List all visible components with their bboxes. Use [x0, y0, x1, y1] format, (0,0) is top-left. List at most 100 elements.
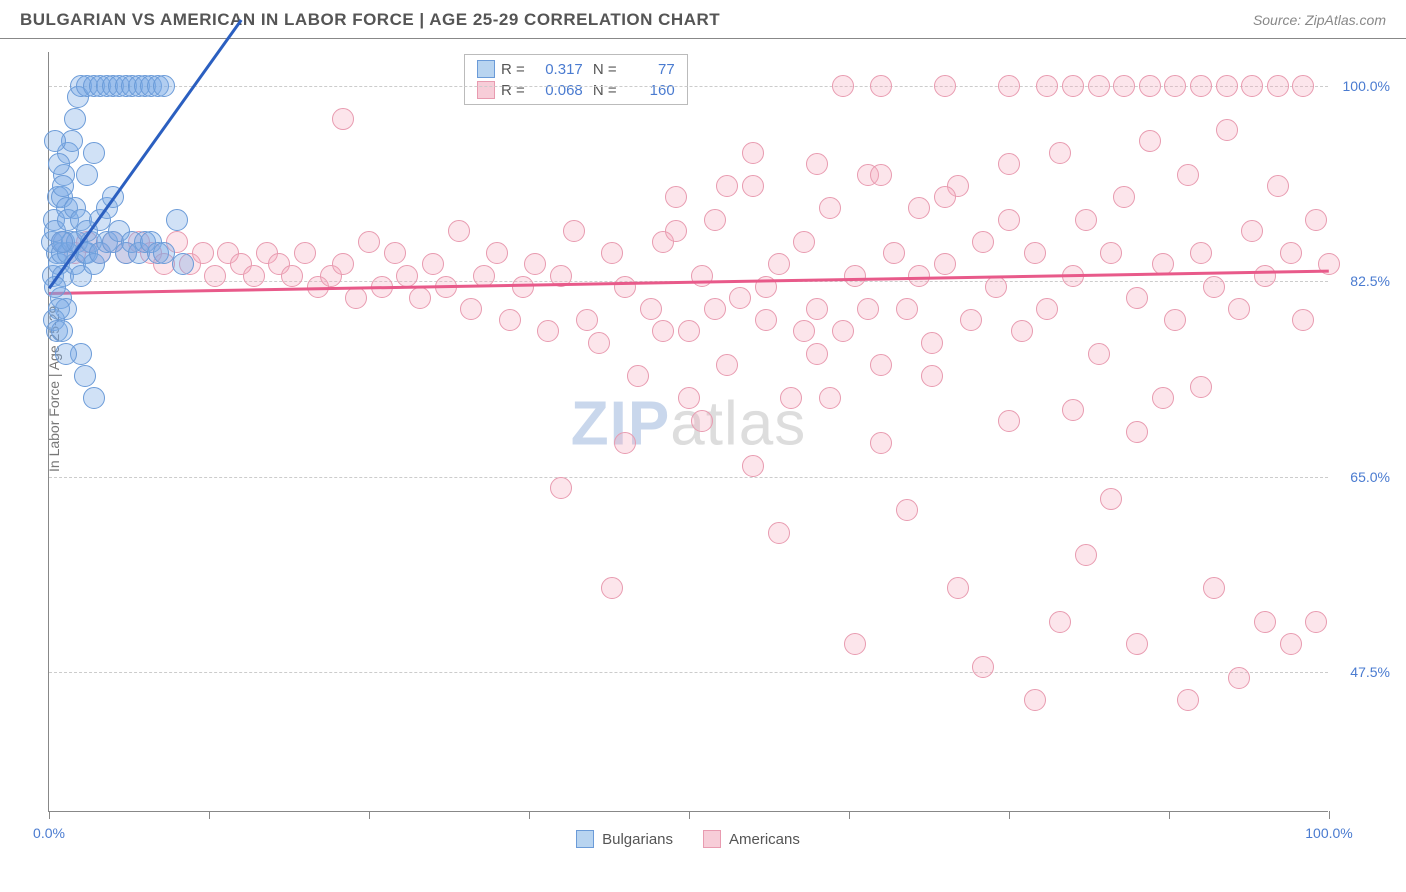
gridline [49, 86, 1328, 87]
swatch-americans [477, 81, 495, 99]
correlation-legend: R = 0.317 N = 77 R = 0.068 N = 160 [464, 54, 688, 105]
marker-americans [998, 75, 1020, 97]
marker-bulgarians [55, 343, 77, 365]
marker-americans [1100, 242, 1122, 264]
marker-americans [1254, 265, 1276, 287]
chart-source: Source: ZipAtlas.com [1253, 12, 1386, 28]
marker-americans [332, 253, 354, 275]
x-tick [369, 811, 370, 819]
marker-americans [486, 242, 508, 264]
marker-bulgarians [51, 320, 73, 342]
marker-americans [1088, 75, 1110, 97]
marker-americans [1024, 689, 1046, 711]
marker-americans [921, 332, 943, 354]
marker-americans [870, 354, 892, 376]
legend-row-americans: R = 0.068 N = 160 [477, 81, 675, 99]
marker-americans [1228, 667, 1250, 689]
marker-americans [614, 276, 636, 298]
chart-title: BULGARIAN VS AMERICAN IN LABOR FORCE | A… [20, 10, 720, 30]
marker-americans [1139, 75, 1161, 97]
marker-americans [665, 186, 687, 208]
marker-americans [998, 209, 1020, 231]
marker-americans [806, 153, 828, 175]
marker-americans [1113, 75, 1135, 97]
marker-bulgarians [64, 108, 86, 130]
marker-americans [793, 320, 815, 342]
marker-americans [896, 499, 918, 521]
marker-americans [512, 276, 534, 298]
marker-americans [691, 410, 713, 432]
marker-bulgarians [44, 130, 66, 152]
y-tick-label: 82.5% [1350, 273, 1390, 289]
marker-americans [768, 522, 790, 544]
marker-bulgarians [172, 253, 194, 275]
x-tick [849, 811, 850, 819]
marker-americans [793, 231, 815, 253]
marker-americans [742, 455, 764, 477]
marker-americans [1139, 130, 1161, 152]
marker-bulgarians [166, 209, 188, 231]
marker-americans [665, 220, 687, 242]
marker-americans [524, 253, 546, 275]
marker-bulgarians [83, 387, 105, 409]
marker-americans [1292, 75, 1314, 97]
marker-americans [844, 633, 866, 655]
marker-americans [985, 276, 1007, 298]
marker-americans [1280, 633, 1302, 655]
marker-americans [614, 432, 636, 454]
swatch-bulgarians-icon [576, 830, 594, 848]
x-tick [49, 811, 50, 819]
marker-bulgarians [76, 164, 98, 186]
marker-americans [1126, 421, 1148, 443]
marker-americans [1075, 544, 1097, 566]
marker-americans [1241, 220, 1263, 242]
series-legend: Bulgarians Americans [48, 830, 1328, 848]
marker-americans [204, 265, 226, 287]
marker-americans [601, 242, 623, 264]
marker-americans [499, 309, 521, 331]
marker-americans [960, 309, 982, 331]
marker-bulgarians [74, 365, 96, 387]
marker-americans [806, 343, 828, 365]
marker-americans [384, 242, 406, 264]
marker-bulgarians [48, 298, 70, 320]
marker-americans [1113, 186, 1135, 208]
marker-americans [358, 231, 380, 253]
x-tick [689, 811, 690, 819]
marker-americans [1152, 387, 1174, 409]
marker-americans [870, 432, 892, 454]
marker-americans [972, 656, 994, 678]
marker-americans [832, 320, 854, 342]
marker-americans [448, 220, 470, 242]
marker-americans [281, 265, 303, 287]
marker-americans [1164, 309, 1186, 331]
marker-americans [1126, 287, 1148, 309]
marker-americans [908, 265, 930, 287]
x-tick [529, 811, 530, 819]
marker-americans [550, 477, 572, 499]
swatch-bulgarians [477, 60, 495, 78]
marker-americans [1024, 242, 1046, 264]
marker-americans [896, 298, 918, 320]
marker-americans [1216, 75, 1238, 97]
marker-americans [998, 410, 1020, 432]
marker-americans [768, 253, 790, 275]
legend-item-americans: Americans [703, 830, 800, 848]
marker-americans [883, 242, 905, 264]
marker-americans [729, 287, 751, 309]
marker-americans [1164, 75, 1186, 97]
chart-area: In Labor Force | Age 25-29 ZIPatlas R = … [48, 52, 1328, 812]
marker-americans [819, 387, 841, 409]
marker-americans [832, 75, 854, 97]
marker-americans [1049, 142, 1071, 164]
marker-americans [1088, 343, 1110, 365]
marker-americans [1177, 689, 1199, 711]
marker-americans [243, 265, 265, 287]
marker-americans [409, 287, 431, 309]
marker-bulgarians [48, 153, 70, 175]
marker-americans [1305, 209, 1327, 231]
y-tick-label: 47.5% [1350, 664, 1390, 680]
marker-americans [1036, 75, 1058, 97]
marker-americans [998, 153, 1020, 175]
marker-americans [1190, 75, 1212, 97]
